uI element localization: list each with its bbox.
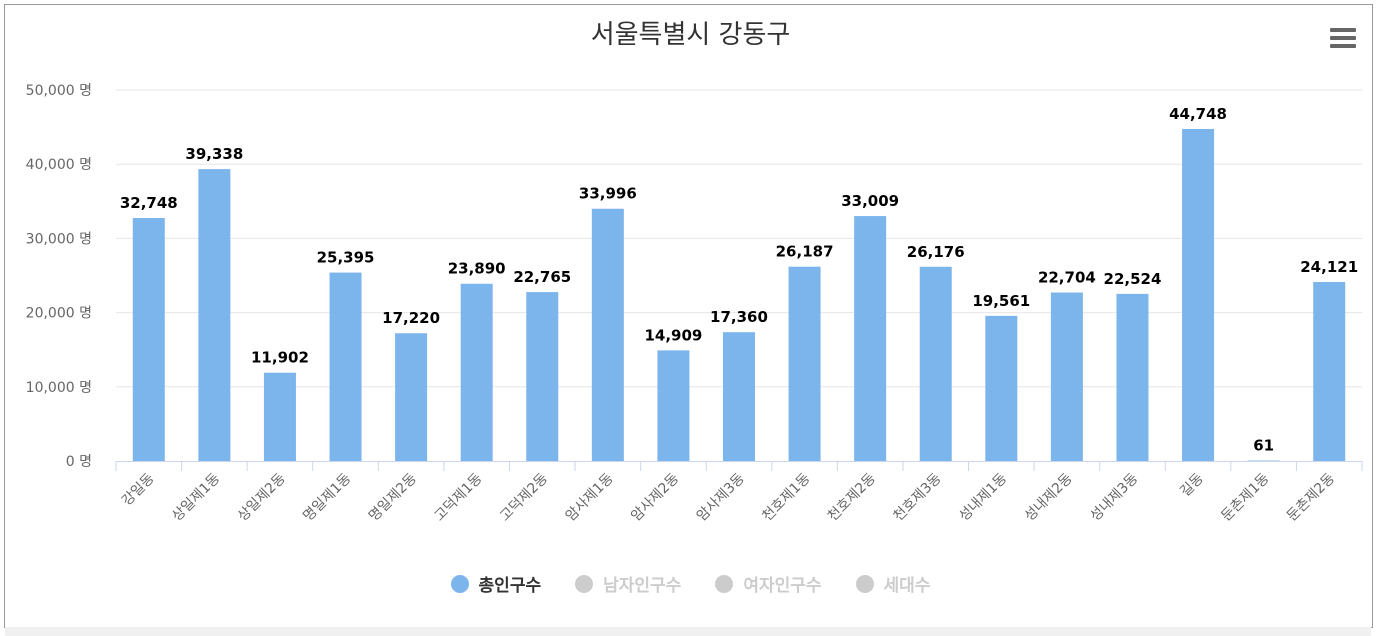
data-label: 33,009 xyxy=(841,192,899,210)
legend-label: 총인구수 xyxy=(478,576,542,596)
y-tick-label: 30,000 명 xyxy=(26,231,92,247)
legend-item[interactable]: 여자인구수 xyxy=(715,571,822,596)
x-tick-label: 둔촌제1동 xyxy=(1218,470,1272,524)
legend-item[interactable]: 남자인구수 xyxy=(575,571,681,596)
bar xyxy=(198,169,231,461)
data-label: 44,748 xyxy=(1169,105,1227,123)
x-tick-label: 상일제1동 xyxy=(169,470,223,524)
legend-item[interactable]: 세대수 xyxy=(855,571,931,596)
x-tick-label: 성내제3동 xyxy=(1087,470,1141,524)
legend-label: 남자인구수 xyxy=(603,576,682,596)
x-tick-label: 상일제2동 xyxy=(235,470,289,524)
legend: 총인구수 남자인구수 여자인구수 세대수 xyxy=(0,571,1381,596)
data-label: 39,338 xyxy=(185,145,243,163)
x-tick-label: 고덕제2동 xyxy=(497,470,551,524)
legend-label: 세대수 xyxy=(883,576,931,596)
data-label: 26,176 xyxy=(907,243,965,261)
y-tick-label: 10,000 명 xyxy=(26,380,92,396)
x-tick-label: 성내제2동 xyxy=(1022,470,1076,524)
bar xyxy=(723,332,755,461)
data-label: 17,360 xyxy=(710,308,768,326)
x-tick-label: 암사제2동 xyxy=(628,470,682,524)
x-tick-label: 고덕제1동 xyxy=(431,470,485,524)
data-label: 25,395 xyxy=(317,249,375,267)
data-label: 17,220 xyxy=(382,309,440,327)
legend-item[interactable]: 총인구수 xyxy=(450,571,542,596)
bar xyxy=(657,350,690,461)
x-tick-label: 명일제2동 xyxy=(366,470,420,524)
y-tick-label: 50,000 명 xyxy=(26,83,92,99)
data-label: 22,765 xyxy=(513,268,571,286)
bar xyxy=(1313,282,1346,461)
bar xyxy=(329,272,362,461)
x-tick-label: 암사제1동 xyxy=(563,470,617,524)
data-label: 26,187 xyxy=(776,243,834,261)
bar xyxy=(132,218,165,461)
bar xyxy=(526,292,559,461)
data-label: 22,704 xyxy=(1038,269,1096,287)
legend-label: 여자인구수 xyxy=(743,576,822,596)
x-tick-label: 천호제1동 xyxy=(759,470,813,524)
bar xyxy=(788,266,821,461)
x-tick-label: 둔촌제2동 xyxy=(1284,470,1338,524)
x-tick-label: 길동 xyxy=(1177,470,1207,500)
x-tick-label: 암사제3동 xyxy=(694,470,748,524)
y-tick-label: 20,000 명 xyxy=(26,306,92,322)
legend-marker xyxy=(575,574,594,593)
bottom-strip xyxy=(5,627,1371,636)
bar xyxy=(460,283,493,461)
chart-title: 서울특별시 강동구 xyxy=(590,20,791,50)
x-tick-label: 강일동 xyxy=(119,470,158,509)
bar xyxy=(1116,293,1149,461)
data-label: 33,996 xyxy=(579,185,637,203)
legend-marker xyxy=(715,574,734,593)
bar xyxy=(263,372,296,461)
bar xyxy=(591,208,624,461)
legend-marker xyxy=(450,574,469,593)
x-tick-label: 명일제1동 xyxy=(300,470,354,524)
data-label: 22,524 xyxy=(1104,270,1162,288)
data-label: 23,890 xyxy=(448,260,506,278)
bar xyxy=(1182,128,1215,461)
data-label: 61 xyxy=(1253,437,1274,455)
y-tick-label: 40,000 명 xyxy=(26,157,92,173)
data-label: 32,748 xyxy=(120,194,178,212)
x-tick-label: 성내제1동 xyxy=(956,470,1010,524)
y-tick-label: 0 명 xyxy=(66,454,92,470)
data-label: 19,561 xyxy=(972,292,1030,310)
data-label: 11,902 xyxy=(251,349,309,367)
bar xyxy=(854,216,887,461)
bar xyxy=(919,266,952,461)
data-label: 14,909 xyxy=(644,326,702,344)
legend-marker xyxy=(855,574,874,593)
data-label: 24,121 xyxy=(1300,258,1358,276)
bar xyxy=(395,333,428,461)
x-tick-label: 천호제3동 xyxy=(891,470,945,524)
bar xyxy=(985,315,1018,461)
bar xyxy=(1050,292,1083,461)
x-tick-label: 천호제2동 xyxy=(825,470,879,524)
hamburger-menu-icon[interactable] xyxy=(1330,28,1358,52)
